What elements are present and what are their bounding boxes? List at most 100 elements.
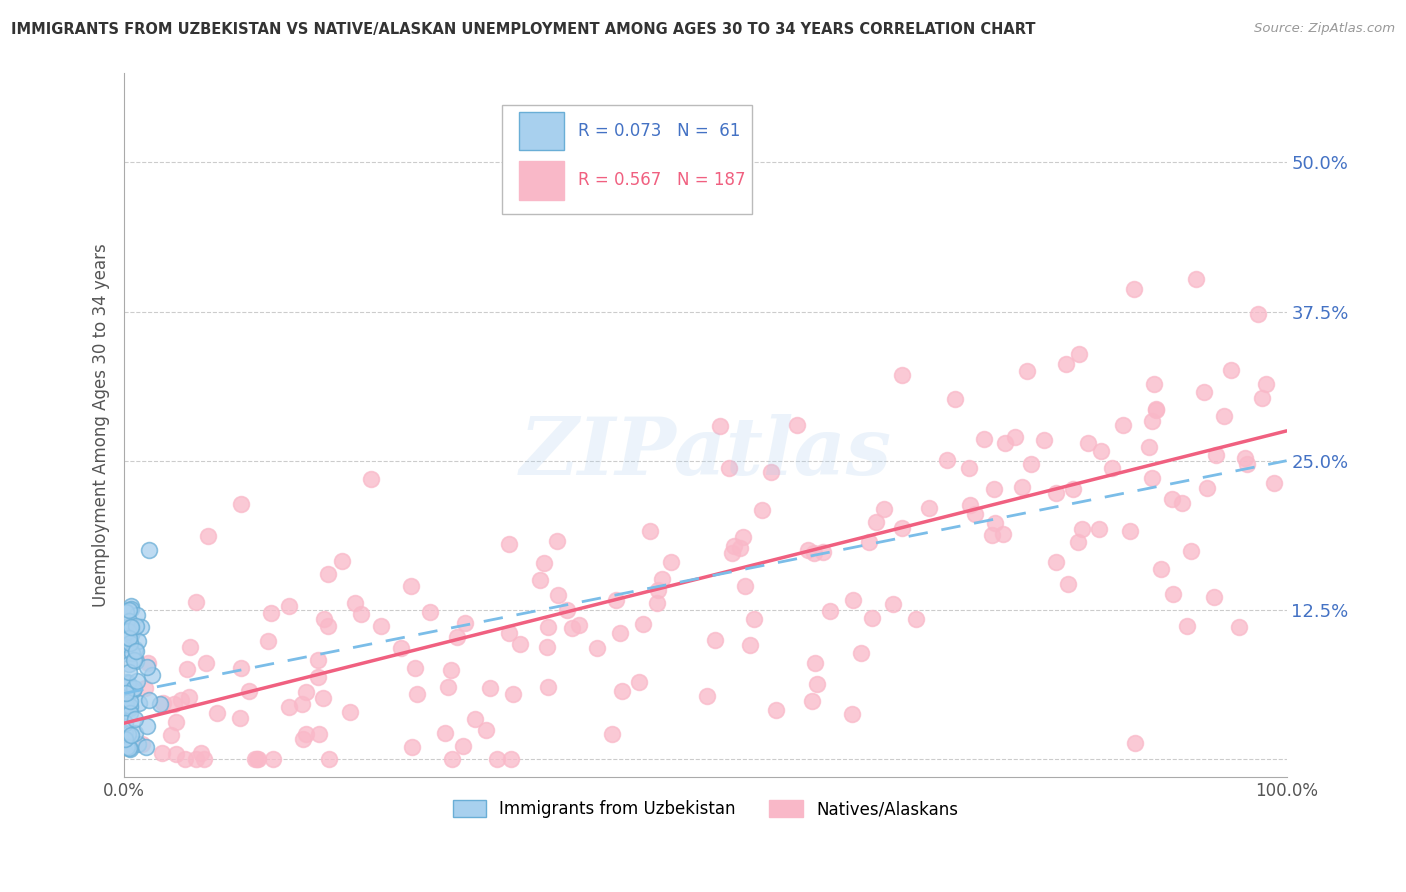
Point: [1019, 457, 1042, 471]
Point: [350, 607, 373, 621]
Point: [114, 715, 136, 730]
Point: [1054, 357, 1077, 371]
Point: [957, 461, 980, 475]
Point: [332, 553, 354, 567]
Point: [586, 641, 609, 656]
Point: [1202, 590, 1225, 604]
Point: [127, 633, 149, 648]
Point: [537, 620, 560, 634]
Point: [865, 515, 887, 529]
Point: [536, 681, 558, 695]
Point: [138, 543, 160, 558]
Point: [1175, 618, 1198, 632]
Point: [135, 719, 157, 733]
Point: [849, 646, 872, 660]
Point: [419, 605, 441, 619]
Point: [1236, 457, 1258, 471]
Point: [118, 698, 141, 713]
Text: IMMIGRANTS FROM UZBEKISTAN VS NATIVE/ALASKAN UNEMPLOYMENT AMONG AGES 30 TO 34 YE: IMMIGRANTS FROM UZBEKISTAN VS NATIVE/ALA…: [11, 22, 1036, 37]
Point: [401, 740, 423, 755]
Point: [803, 546, 825, 560]
Point: [965, 507, 987, 521]
Point: [135, 659, 157, 673]
Point: [1160, 491, 1182, 506]
FancyBboxPatch shape: [502, 104, 752, 214]
Point: [1180, 544, 1202, 558]
Point: [734, 578, 756, 592]
Point: [446, 630, 468, 644]
Point: [1088, 522, 1111, 536]
Point: [1076, 435, 1098, 450]
Point: [114, 646, 136, 660]
Point: [485, 752, 508, 766]
Point: [292, 732, 315, 747]
Point: [1161, 587, 1184, 601]
Point: [605, 593, 627, 607]
Point: [115, 677, 138, 691]
Point: [278, 599, 301, 613]
Point: [115, 605, 138, 619]
Point: [127, 607, 149, 622]
Point: [115, 698, 138, 712]
Point: [115, 686, 138, 700]
Point: [121, 646, 143, 660]
Point: [308, 727, 330, 741]
Point: [114, 680, 136, 694]
Point: [797, 543, 820, 558]
Point: [498, 536, 520, 550]
Point: [1045, 486, 1067, 500]
Point: [600, 727, 623, 741]
Text: R = 0.073   N =  61: R = 0.073 N = 61: [578, 122, 740, 140]
Point: [159, 728, 181, 742]
Point: [120, 742, 142, 756]
Text: ZIPatlas: ZIPatlas: [519, 414, 891, 491]
Point: [307, 670, 329, 684]
Point: [165, 714, 187, 729]
Point: [1137, 440, 1160, 454]
Point: [1032, 434, 1054, 448]
Point: [1197, 481, 1219, 495]
Point: [1144, 403, 1167, 417]
Point: [801, 694, 824, 708]
Point: [193, 752, 215, 766]
Point: [464, 712, 486, 726]
Point: [609, 626, 631, 640]
Point: [205, 706, 228, 720]
Point: [190, 746, 212, 760]
Point: [905, 612, 928, 626]
Y-axis label: Unemployment Among Ages 30 to 34 years: Unemployment Among Ages 30 to 34 years: [93, 243, 110, 607]
Point: [804, 657, 827, 671]
Point: [163, 697, 186, 711]
Point: [983, 483, 1005, 497]
Point: [229, 710, 252, 724]
Point: [260, 606, 283, 620]
Point: [718, 461, 741, 475]
Point: [1062, 483, 1084, 497]
Point: [131, 737, 153, 751]
Point: [184, 752, 207, 766]
Point: [651, 572, 673, 586]
Point: [124, 642, 146, 657]
Point: [124, 726, 146, 740]
Point: [179, 640, 201, 654]
Point: [176, 662, 198, 676]
Point: [437, 680, 460, 694]
Point: [647, 582, 669, 597]
Point: [262, 752, 284, 766]
Point: [121, 624, 143, 639]
Point: [882, 597, 904, 611]
Point: [389, 640, 412, 655]
Text: Source: ZipAtlas.com: Source: ZipAtlas.com: [1254, 22, 1395, 36]
Point: [936, 453, 959, 467]
Point: [612, 683, 634, 698]
Point: [731, 531, 754, 545]
Point: [134, 681, 156, 695]
Point: [738, 639, 761, 653]
Point: [120, 624, 142, 639]
Point: [135, 739, 157, 754]
Point: [1071, 522, 1094, 536]
Point: [1185, 271, 1208, 285]
Point: [121, 683, 143, 698]
Point: [118, 636, 141, 650]
Point: [529, 573, 551, 587]
